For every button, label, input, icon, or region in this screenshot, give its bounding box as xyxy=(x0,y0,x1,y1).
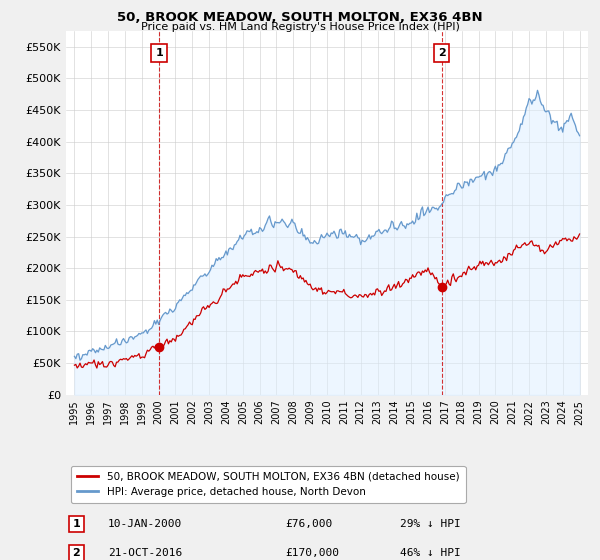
Text: £170,000: £170,000 xyxy=(285,548,339,558)
Text: 29% ↓ HPI: 29% ↓ HPI xyxy=(400,519,461,529)
Text: 1: 1 xyxy=(155,48,163,58)
Text: 2: 2 xyxy=(437,48,445,58)
Text: 1: 1 xyxy=(73,519,80,529)
Text: £76,000: £76,000 xyxy=(285,519,332,529)
Text: Price paid vs. HM Land Registry's House Price Index (HPI): Price paid vs. HM Land Registry's House … xyxy=(140,22,460,32)
Text: 46% ↓ HPI: 46% ↓ HPI xyxy=(400,548,461,558)
Legend: 50, BROOK MEADOW, SOUTH MOLTON, EX36 4BN (detached house), HPI: Average price, d: 50, BROOK MEADOW, SOUTH MOLTON, EX36 4BN… xyxy=(71,465,466,503)
Text: 50, BROOK MEADOW, SOUTH MOLTON, EX36 4BN: 50, BROOK MEADOW, SOUTH MOLTON, EX36 4BN xyxy=(117,11,483,24)
Text: 2: 2 xyxy=(73,548,80,558)
Text: 10-JAN-2000: 10-JAN-2000 xyxy=(108,519,182,529)
Text: 21-OCT-2016: 21-OCT-2016 xyxy=(108,548,182,558)
